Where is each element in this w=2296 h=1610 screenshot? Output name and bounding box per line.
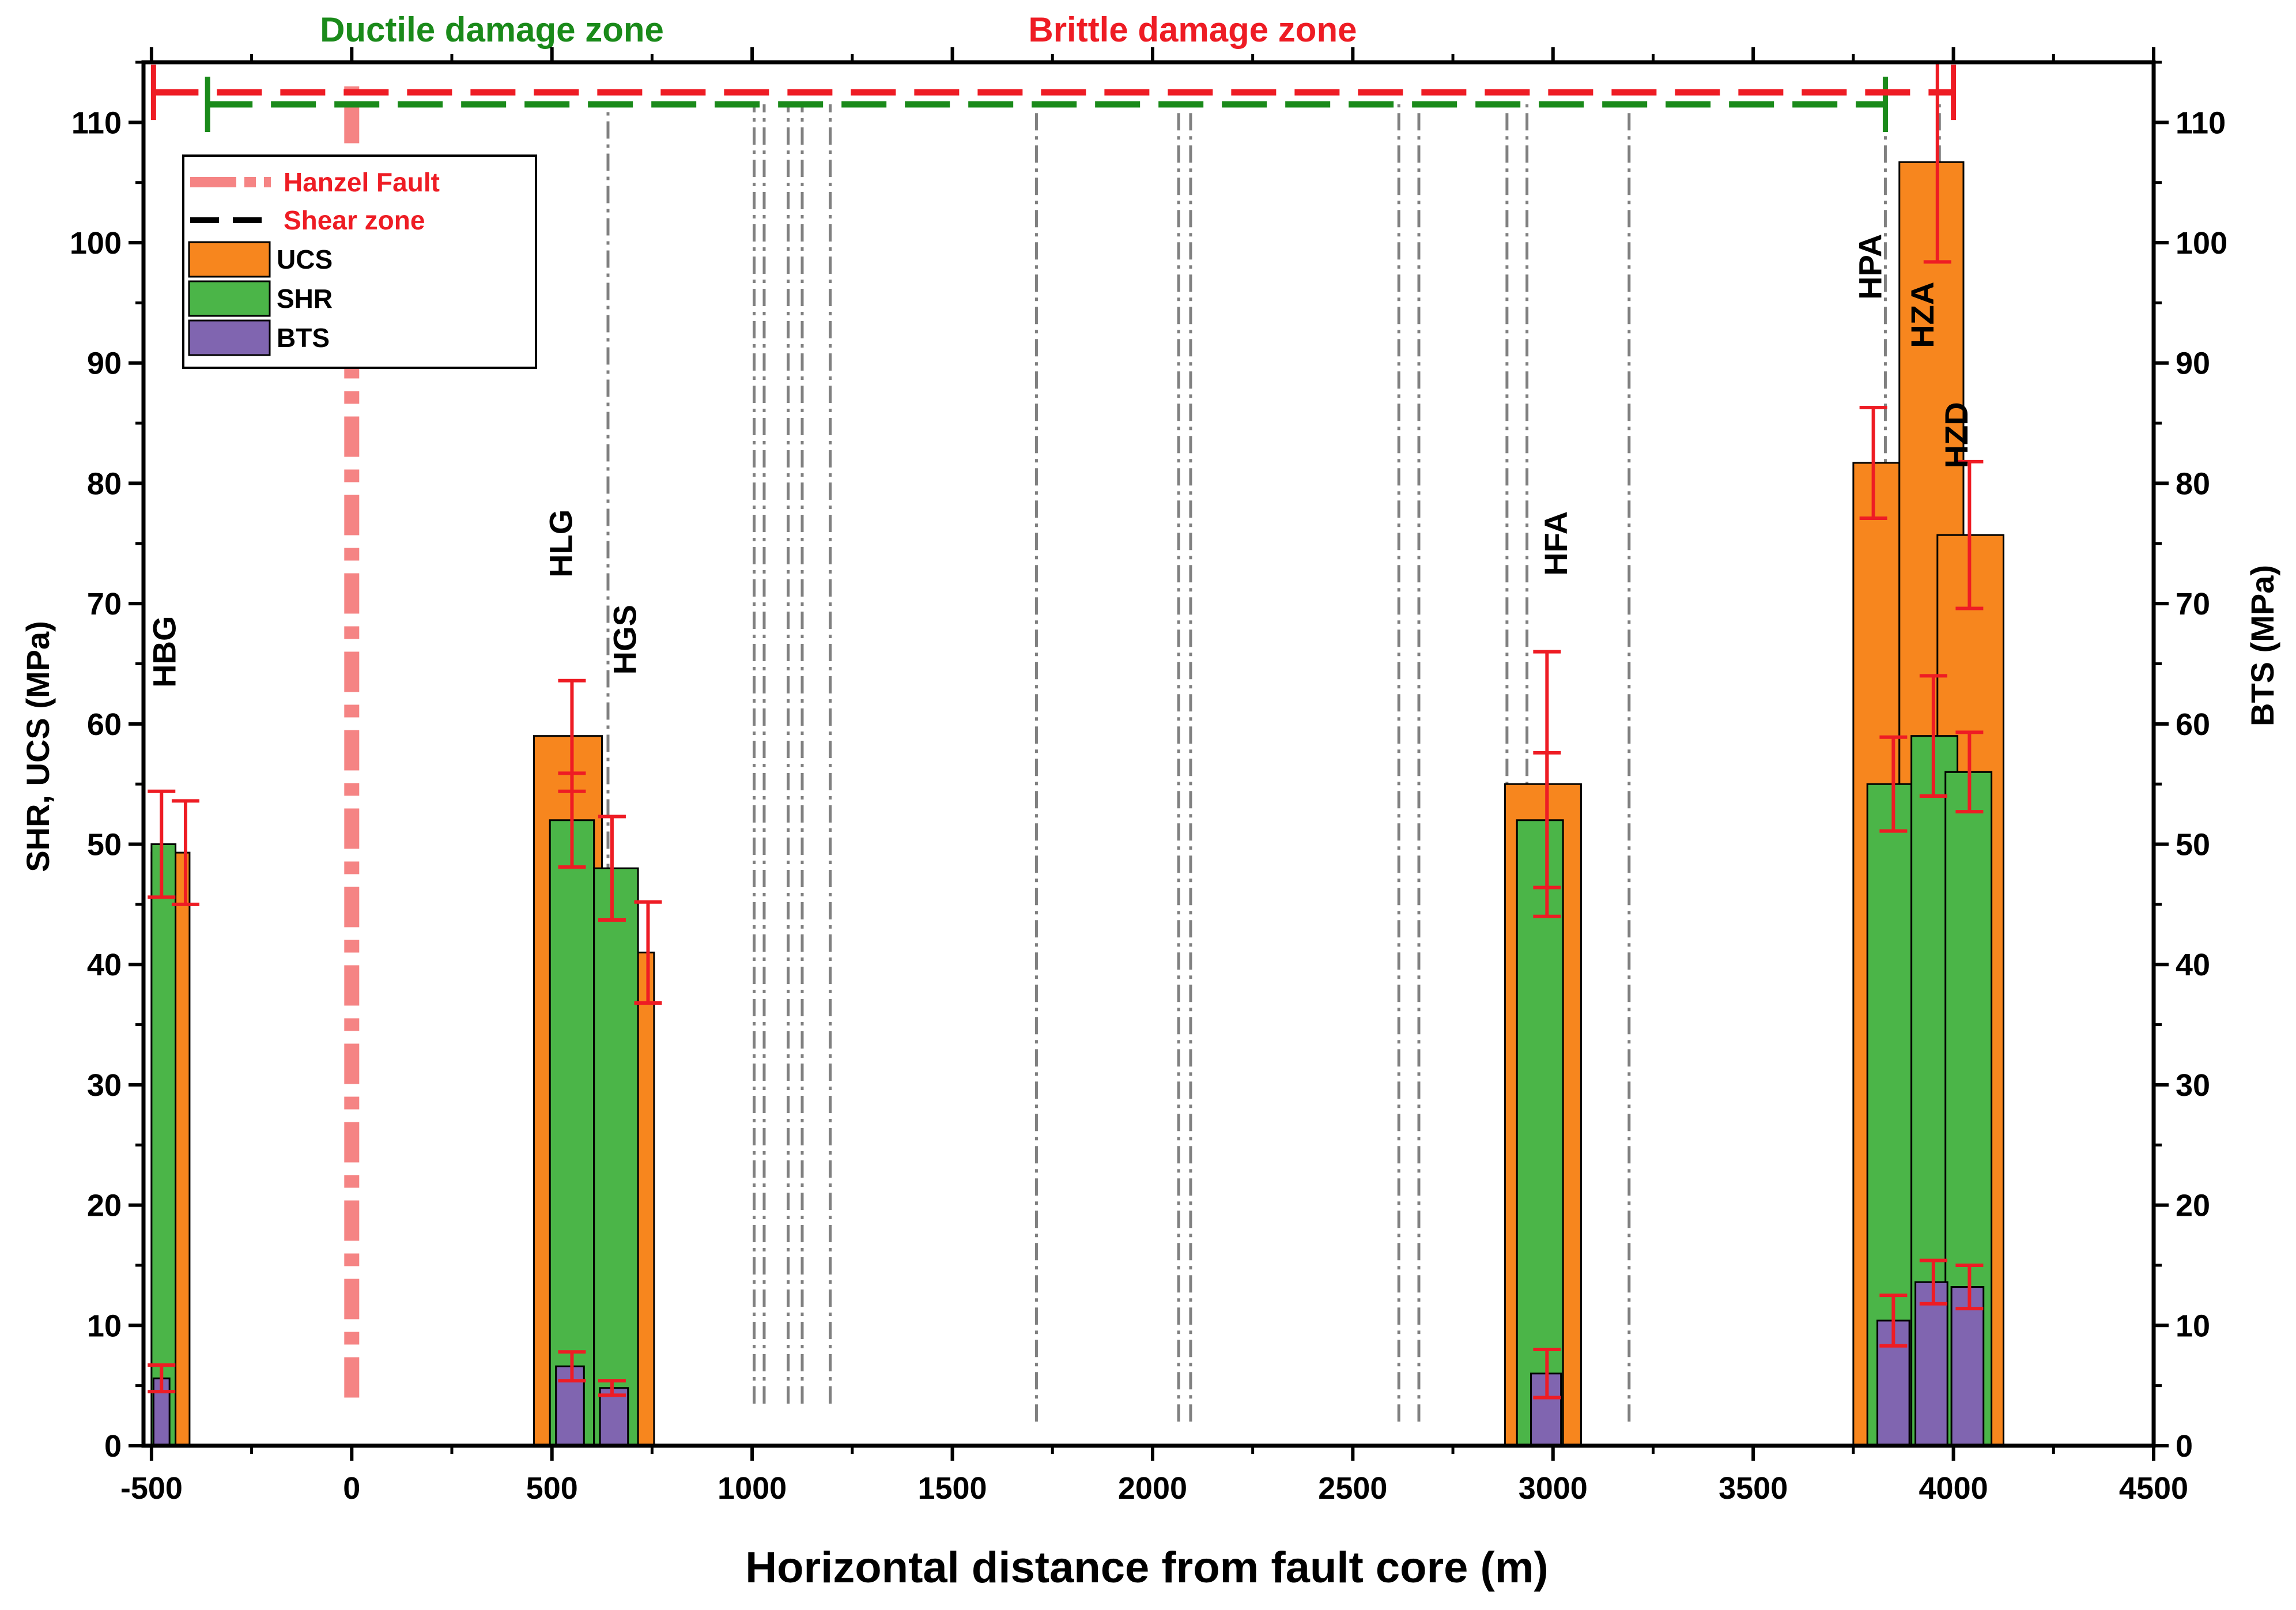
y-tick-label-left-6: 60: [87, 707, 122, 742]
bar-shr-3: [1516, 819, 1564, 1447]
y-tick-label-right-4: 40: [2176, 948, 2210, 982]
y-tick-label-right-2: 20: [2176, 1189, 2210, 1223]
sample-label-hgs: HGS: [607, 605, 643, 674]
zone-label-0: Ductile damage zone: [320, 10, 664, 49]
error-bar-shr-3: [1533, 751, 1561, 889]
y-tick-label-left-1: 10: [87, 1309, 122, 1343]
y-tick-label-left-7: 70: [87, 587, 122, 621]
plot-frame: [141, 60, 2156, 1448]
y-tick-label-left-5: 50: [87, 828, 122, 862]
error-bar-bts-3: [1533, 1348, 1561, 1400]
y-axis-title-right: BTS (MPa): [2244, 565, 2280, 726]
bar-shr-2: [593, 867, 639, 1447]
bar-shr-1: [549, 819, 595, 1447]
x-tick-label-3: 1000: [717, 1471, 787, 1506]
legend-label-shr: SHR: [277, 284, 333, 314]
error-bar-bts-1: [558, 1350, 586, 1383]
sample-label-hlg: HLG: [542, 510, 579, 578]
y-tick-label-right-9: 90: [2176, 346, 2210, 381]
legend-label-hanzel-fault: Hanzel Fault: [284, 167, 440, 197]
x-tick-label-7: 3000: [1519, 1471, 1588, 1506]
y-tick-label-right-5: 50: [2176, 828, 2210, 862]
error-bar-ucs-4: [1859, 405, 1887, 520]
error-bar-ucs-2: [634, 900, 662, 1005]
error-bar-bts-2: [598, 1379, 626, 1397]
error-bar-shr-4: [1879, 735, 1908, 833]
error-bar-shr-5: [1919, 674, 1947, 798]
x-tick-label-4: 1500: [917, 1471, 987, 1506]
bar-bts-6: [1950, 1286, 1985, 1447]
bar-bts-1: [555, 1365, 585, 1447]
sample-label-hza: HZA: [1904, 282, 1940, 348]
error-bar-shr-1: [558, 771, 586, 869]
legend-swatch-bts: [188, 319, 271, 356]
legend-swatch-ucs: [188, 241, 271, 278]
zone-label-1: Brittle damage zone: [1028, 10, 1357, 49]
error-bar-bts-5: [1919, 1258, 1947, 1306]
bar-bts-5: [1914, 1281, 1948, 1447]
plot-area: Ductile damage zone Brittle damage zone HB…: [70, 10, 2227, 1506]
bar-shr-0: [150, 843, 177, 1447]
y-axis-title-left: SHR, UCS (MPa): [20, 621, 56, 872]
error-bar-ucs-0: [171, 799, 199, 906]
x-tick-label-6: 2500: [1318, 1471, 1387, 1506]
y-tick-label-left-10: 100: [70, 226, 122, 261]
x-axis-title: Horizontal distance from fault core (m): [745, 1543, 1549, 1592]
x-tick-label-1: 0: [343, 1471, 360, 1506]
x-tick-label-2: 500: [526, 1471, 578, 1506]
legend-label-shear-zone: Shear zone: [284, 205, 425, 235]
y-tick-label-right-7: 70: [2176, 587, 2210, 621]
bar-bts-2: [599, 1387, 629, 1447]
y-tick-label-right-11: 110: [2176, 105, 2226, 140]
y-tick-label-right-0: 0: [2176, 1429, 2193, 1464]
error-bar-bts-0: [148, 1363, 176, 1394]
x-tick-label-9: 4000: [1919, 1471, 1988, 1506]
sample-label-hpa: HPA: [1852, 234, 1889, 300]
y-tick-label-left-11: 110: [71, 105, 122, 140]
x-tick-label-5: 2000: [1118, 1471, 1187, 1506]
error-bar-shr-6: [1955, 730, 1984, 814]
y-tick-label-right-10: 100: [2176, 226, 2227, 261]
y-tick-label-right-3: 30: [2176, 1068, 2210, 1103]
error-bar-shr-2: [598, 815, 626, 922]
sample-label-hbg: HBG: [146, 616, 183, 687]
legend-swatch-shr: [188, 280, 271, 317]
legend: Hanzel Fault Shear zone UCS SHR BTS: [182, 154, 537, 369]
y-tick-label-left-0: 0: [104, 1429, 122, 1464]
sample-label-hfa: HFA: [1538, 511, 1574, 576]
legend-label-bts: BTS: [277, 323, 330, 353]
y-tick-label-right-6: 60: [2176, 707, 2210, 742]
y-tick-label-left-9: 90: [87, 346, 122, 381]
y-tick-label-left-3: 30: [87, 1068, 122, 1103]
error-bar-bts-4: [1879, 1294, 1908, 1348]
x-tick-label-10: 4500: [2119, 1471, 2188, 1506]
y-tick-label-right-1: 10: [2176, 1309, 2210, 1343]
y-tick-label-left-8: 80: [87, 466, 122, 501]
x-tick-label-0: -500: [120, 1471, 183, 1506]
x-tick-label-8: 3500: [1719, 1471, 1788, 1506]
error-bar-ucs-6: [1955, 459, 1984, 610]
y-tick-label-right-8: 80: [2176, 466, 2210, 501]
error-bar-bts-6: [1955, 1263, 1984, 1311]
legend-label-ucs: UCS: [277, 244, 333, 274]
y-tick-label-left-4: 40: [87, 948, 122, 982]
sample-label-hzd: HZD: [1938, 402, 1974, 468]
y-tick-label-left-2: 20: [87, 1189, 122, 1223]
error-bar-shr-0: [148, 789, 176, 899]
